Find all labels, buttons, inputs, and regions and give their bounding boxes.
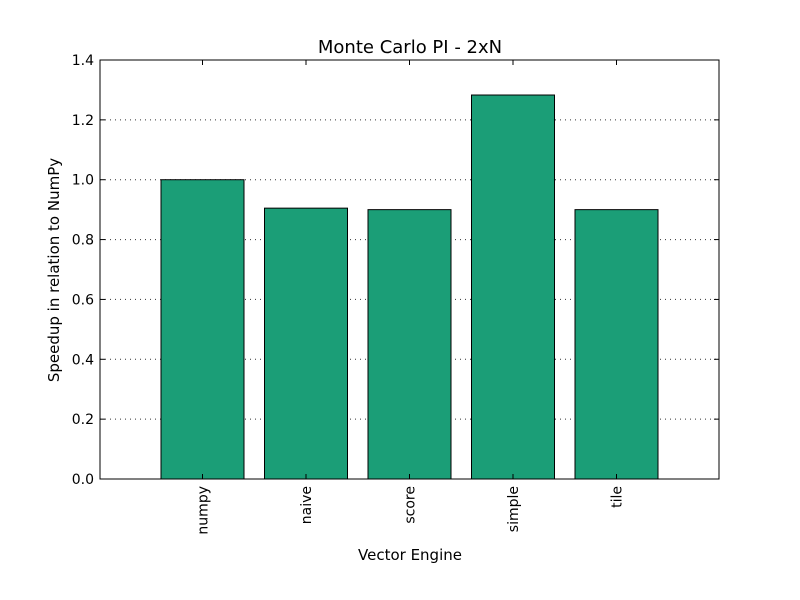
x-tick-label: numpy xyxy=(196,486,212,535)
x-tick-label: tile xyxy=(610,486,626,508)
bars xyxy=(160,94,659,480)
y-tick-labels: 0.0 0.2 0.4 0.6 0.8 1.0 1.2 1.4 xyxy=(72,53,94,488)
y-tick-label: 0.4 xyxy=(72,352,94,368)
y-tick-label: 1.4 xyxy=(72,53,94,69)
x-axis-label: Vector Engine xyxy=(358,546,462,564)
bar-simple xyxy=(471,94,555,480)
chart-title: Monte Carlo PI - 2xN xyxy=(318,37,502,58)
x-tick-label: score xyxy=(403,486,419,524)
x-tick-label: naive xyxy=(299,486,315,524)
y-tick-label: 0.8 xyxy=(72,233,94,249)
x-tick-label: simple xyxy=(506,486,522,532)
bar-tile xyxy=(574,209,659,480)
bar-naive xyxy=(264,207,348,480)
bar-score xyxy=(367,209,452,480)
y-axis-label: Speedup in relation to NumPy xyxy=(45,158,63,382)
x-tick-labels: numpy naive score simple tile xyxy=(196,486,626,535)
axis-ticks xyxy=(100,59,719,480)
y-tick-label: 1.2 xyxy=(72,113,94,129)
bar-numpy xyxy=(160,179,245,480)
y-tick-label: 0.6 xyxy=(72,292,94,308)
y-tick-label: 0.2 xyxy=(72,412,94,428)
y-tick-label: 0.0 xyxy=(72,472,94,488)
y-tick-label: 1.0 xyxy=(72,173,94,189)
